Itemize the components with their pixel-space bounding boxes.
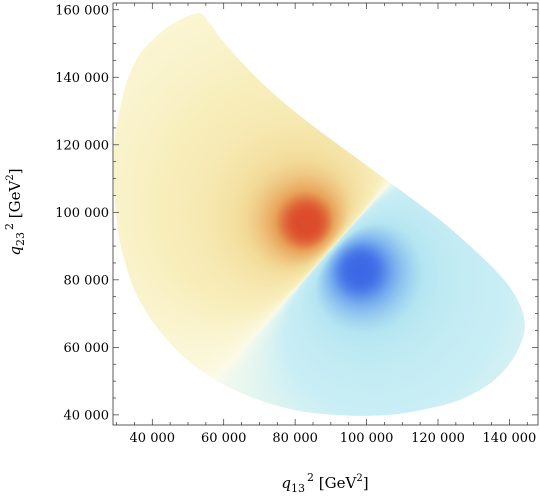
axis-label-subscript: 13 bbox=[291, 482, 305, 494]
y-tick-label: 100 000 bbox=[55, 206, 109, 221]
axis-label-variable: q bbox=[281, 474, 291, 492]
x-tick-labels: 40 000 60 000 80 000 100 000 120 000 140 000 bbox=[130, 431, 537, 446]
x-tick-label: 120 000 bbox=[411, 431, 465, 446]
axis-label-unit-suffix: ] bbox=[363, 474, 369, 492]
axis-label-variable: q bbox=[6, 246, 24, 256]
x-tick-label: 100 000 bbox=[340, 431, 394, 446]
y-tick-label: 160 000 bbox=[55, 3, 109, 18]
axis-label-superscript: 2 bbox=[3, 223, 16, 230]
axis-label-unit-suffix: ] bbox=[6, 168, 24, 174]
x-tick-label: 80 000 bbox=[272, 431, 318, 446]
axis-ticks bbox=[113, 3, 538, 425]
y-tick-label: 80 000 bbox=[64, 273, 110, 288]
y-tick-label: 60 000 bbox=[64, 341, 110, 356]
y-tick-label: 140 000 bbox=[55, 71, 109, 86]
y-tick-labels: 40 000 60 000 80 000 100 000 120 000 140 000 1… bbox=[55, 3, 109, 423]
axis-label-unit: [GeV bbox=[6, 179, 24, 222]
y-axis-label: q23 2 [GeV2] bbox=[3, 168, 27, 255]
y-tick-label: 40 000 bbox=[64, 408, 110, 423]
plot-frame bbox=[112, 2, 539, 426]
x-axis-label: q132 [GeV2] bbox=[281, 471, 368, 494]
x-tick-label: 40 000 bbox=[130, 431, 176, 446]
x-tick-label: 140 000 bbox=[483, 431, 537, 446]
y-tick-label: 120 000 bbox=[55, 138, 109, 153]
axis-label-unit-superscript: 2 bbox=[356, 473, 362, 484]
axis-label-unit: [GeV bbox=[314, 474, 357, 492]
axis-label-superscript: 2 bbox=[307, 471, 314, 484]
axis-label-unit-superscript: 2 bbox=[5, 174, 16, 180]
x-tick-label: 60 000 bbox=[201, 431, 247, 446]
axis-label-subscript: 23 bbox=[14, 232, 27, 246]
